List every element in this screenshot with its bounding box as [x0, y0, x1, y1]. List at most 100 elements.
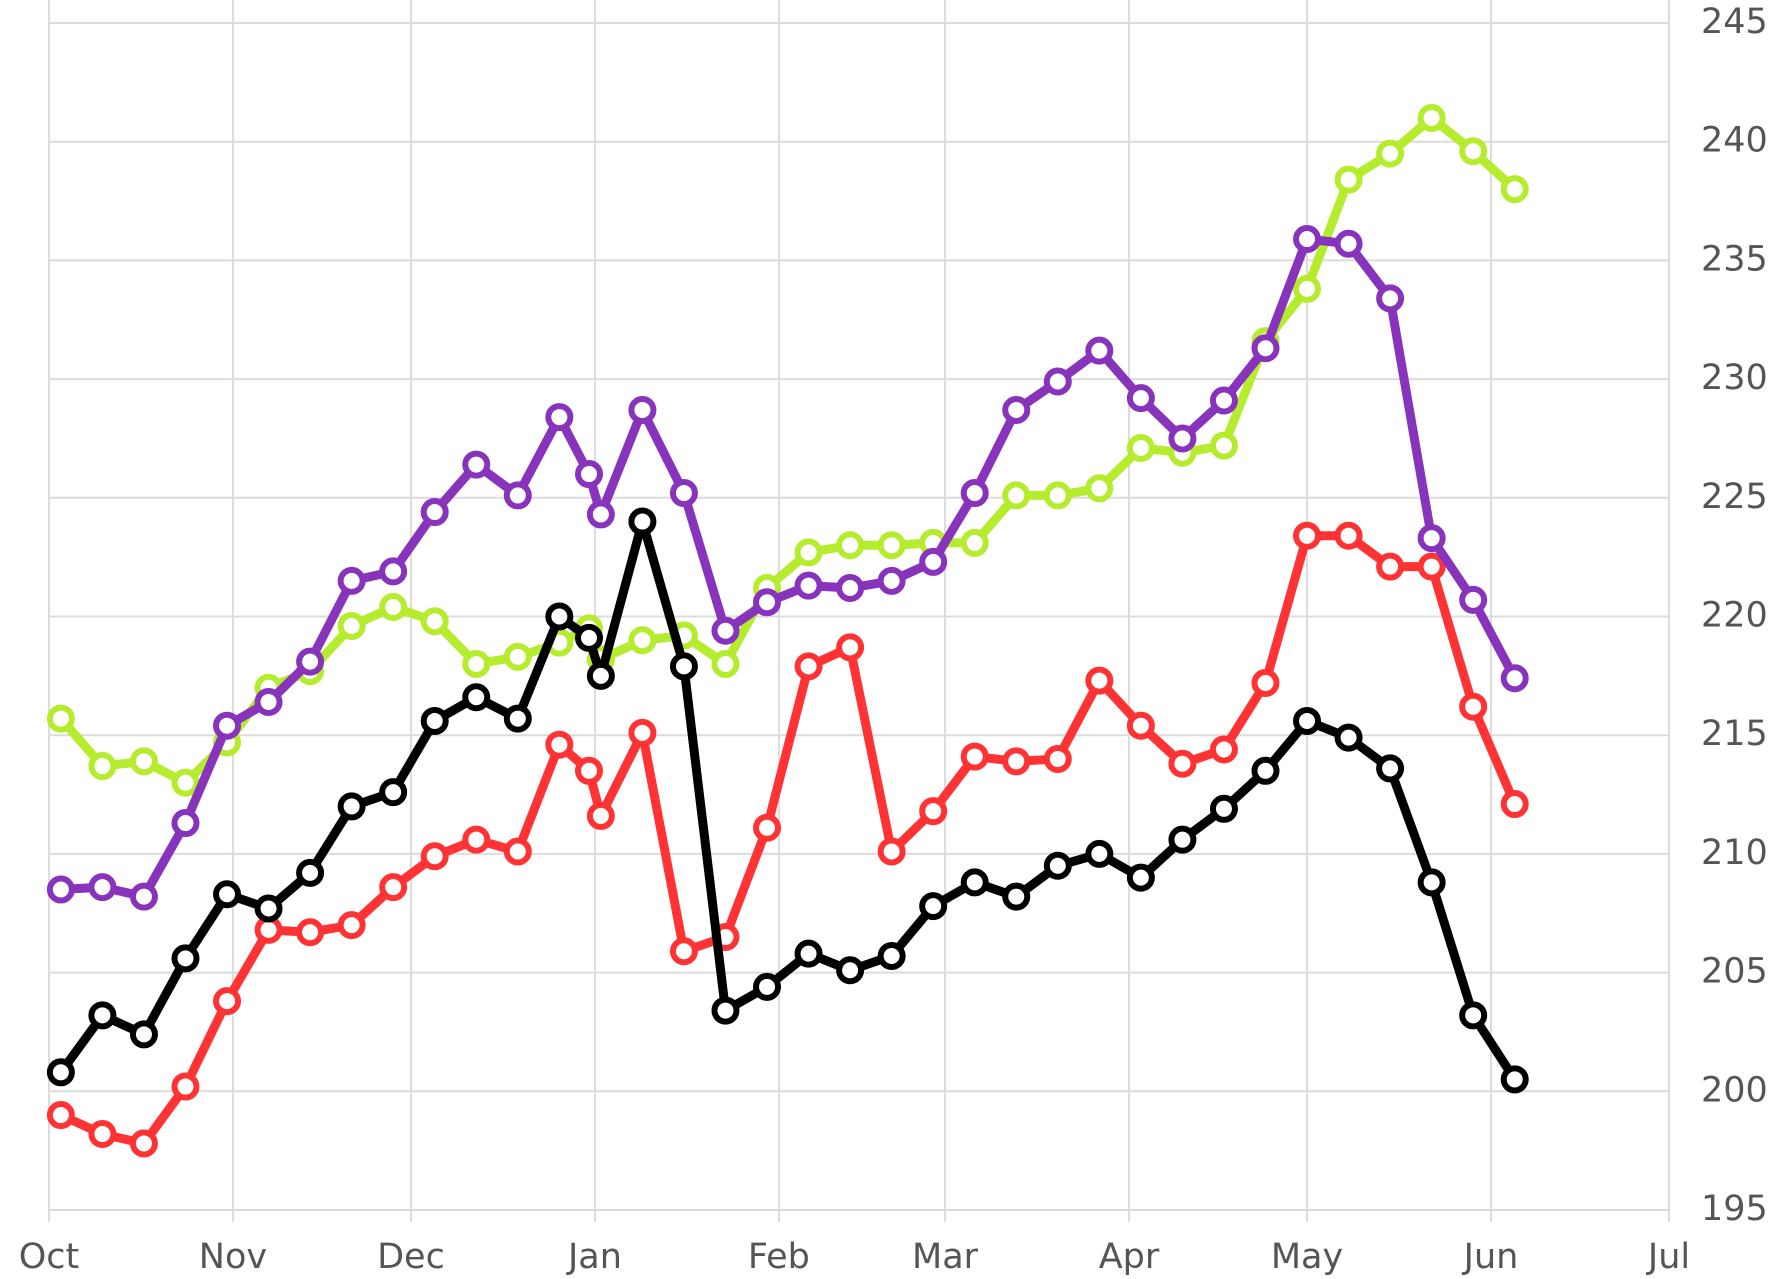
point [669, 652, 698, 681]
point [586, 661, 615, 690]
x-tick-label: Apr [1099, 1237, 1160, 1277]
point [575, 460, 603, 489]
y-tick-label: 210 [1701, 833, 1768, 873]
point [586, 801, 615, 830]
point [129, 1129, 158, 1158]
point [1043, 367, 1072, 396]
point [379, 557, 408, 586]
point [1126, 433, 1155, 462]
point [46, 704, 75, 733]
point [254, 894, 283, 923]
point [669, 937, 698, 966]
point [1002, 481, 1031, 510]
point [1002, 747, 1031, 776]
y-tick-label: 245 [1701, 2, 1768, 42]
point [1500, 1065, 1529, 1094]
point [753, 972, 782, 1001]
point [1459, 692, 1488, 721]
x-tick-label: Oct [19, 1237, 80, 1277]
point [1251, 668, 1280, 697]
point [1085, 474, 1114, 503]
point [575, 756, 603, 785]
point [88, 752, 117, 781]
point [1500, 790, 1529, 819]
y-tick-label: 195 [1701, 1189, 1768, 1229]
point [1376, 284, 1405, 313]
point [1334, 229, 1363, 258]
point [503, 642, 532, 671]
point [575, 623, 603, 652]
point [919, 547, 948, 576]
point [462, 683, 491, 712]
point [1334, 521, 1363, 550]
point [503, 704, 532, 733]
point [669, 479, 698, 508]
point [628, 507, 657, 536]
point [711, 649, 740, 678]
point [1126, 384, 1155, 413]
point [296, 647, 325, 676]
y-tick-label: 220 [1701, 596, 1768, 636]
point [628, 395, 657, 424]
point [1376, 139, 1405, 168]
point [88, 873, 117, 902]
point [1417, 868, 1446, 897]
point [545, 602, 574, 631]
point [586, 500, 615, 529]
point [379, 873, 408, 902]
point [1168, 825, 1197, 854]
point [296, 918, 325, 947]
point [46, 875, 75, 904]
point [503, 837, 532, 866]
point [1500, 664, 1529, 693]
y-tick-label: 230 [1701, 358, 1768, 398]
point [960, 528, 989, 557]
point [1417, 552, 1446, 581]
point [960, 479, 989, 508]
point [1500, 175, 1529, 204]
point [545, 403, 574, 432]
point [877, 566, 906, 595]
point [1376, 754, 1405, 783]
point [1417, 103, 1446, 132]
point [379, 593, 408, 622]
point [129, 882, 158, 911]
point [1459, 1001, 1488, 1030]
point [836, 574, 865, 603]
point [1085, 336, 1114, 365]
point [1085, 666, 1114, 695]
point [836, 633, 865, 662]
point [337, 611, 366, 640]
point [129, 1020, 158, 1049]
point [462, 649, 491, 678]
point [794, 652, 823, 681]
point [1209, 735, 1238, 764]
x-tick-label: Nov [199, 1237, 267, 1277]
y-tick-label: 200 [1701, 1070, 1768, 1110]
point [171, 768, 200, 797]
point [88, 1120, 117, 1149]
point [877, 941, 906, 970]
point [1126, 863, 1155, 892]
point [1043, 851, 1072, 880]
point [1459, 137, 1488, 166]
point [1209, 794, 1238, 823]
point [337, 911, 366, 940]
point [1334, 723, 1363, 752]
y-tick-label: 225 [1701, 477, 1768, 517]
point [1334, 165, 1363, 194]
point [1209, 386, 1238, 415]
point [877, 531, 906, 560]
y-tick-label: 235 [1701, 239, 1768, 279]
point [420, 498, 449, 527]
point [1126, 711, 1155, 740]
point [753, 588, 782, 617]
point [877, 837, 906, 866]
point [1293, 225, 1322, 254]
point [753, 813, 782, 842]
point [836, 956, 865, 985]
point [420, 607, 449, 636]
point [337, 566, 366, 595]
point [254, 687, 283, 716]
point [462, 450, 491, 479]
